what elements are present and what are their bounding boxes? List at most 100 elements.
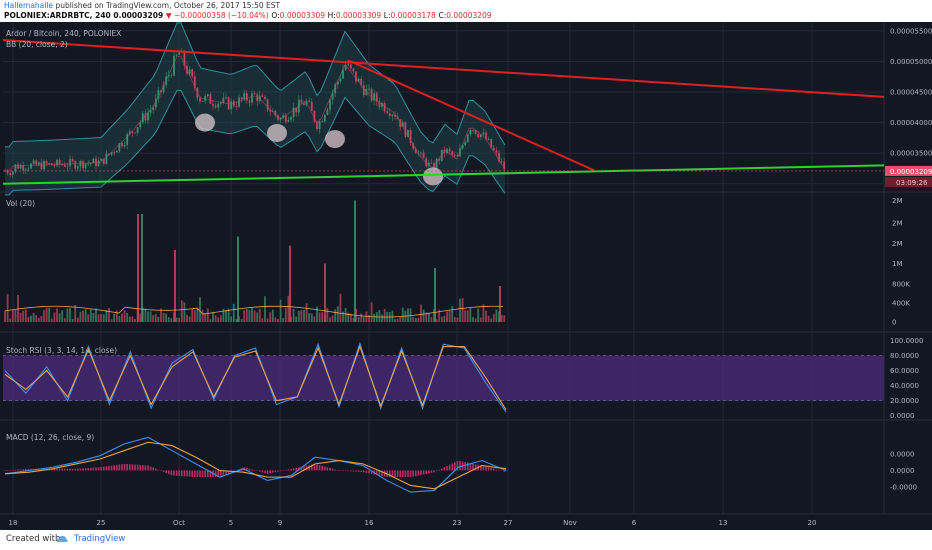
candle-body (43, 161, 45, 170)
x-tick-label: 13 (719, 519, 728, 527)
chart-header: Hallemahalle published on TradingView.co… (0, 0, 932, 22)
volume-bar (48, 307, 51, 322)
volume-tick-label: 1M (892, 260, 903, 268)
macd-histogram-bar (321, 465, 323, 471)
candle-body (394, 114, 396, 117)
candle-body (381, 103, 383, 107)
candle-body (290, 117, 292, 120)
candle-body (344, 65, 347, 70)
candle-body (209, 94, 212, 104)
macd-histogram-bar (194, 470, 196, 478)
candle-body (167, 75, 170, 77)
macd-histogram-bar (64, 468, 66, 471)
candle-body (446, 148, 448, 153)
volume-bar (336, 306, 339, 322)
chart-canvas[interactable]: 18 25 Oct 5 9 16 23 27 Nov 6 13 20 0.00005500 0.00005… (0, 22, 932, 530)
volume-spike-bar (174, 250, 176, 322)
candle-body (118, 143, 121, 151)
volume-bar (95, 308, 97, 322)
candle-body (149, 109, 152, 113)
chart-area[interactable]: 18 25 Oct 5 9 16 23 27 Nov 6 13 20 0.00005500 0.00005… (0, 22, 932, 530)
macd-histogram-bar (290, 468, 292, 471)
volume-bar (420, 304, 422, 322)
tradingview-brand[interactable]: TradingView (74, 534, 126, 544)
support-circle (423, 167, 443, 186)
countdown-tag (885, 176, 932, 187)
macd-histogram-bar (196, 470, 199, 478)
volume-bar (167, 317, 170, 322)
volume-bar (139, 313, 142, 322)
macd-histogram-bar (334, 469, 336, 471)
candle-body (469, 129, 472, 135)
volume-bar (56, 308, 58, 322)
macd-histogram-bar (134, 464, 136, 471)
macd-histogram-bar (100, 467, 102, 471)
low-label: L: (383, 11, 391, 20)
volume-bar (27, 316, 30, 322)
macd-histogram-bar (92, 467, 95, 471)
candle-body (365, 89, 368, 96)
macd-histogram-bar (381, 470, 383, 477)
macd-histogram-bar (27, 468, 30, 471)
stoch-tick-label: 0.0000 (890, 412, 915, 420)
macd-histogram-bar (110, 465, 113, 471)
candle-body (134, 132, 136, 134)
macd-histogram-bar (443, 467, 446, 471)
volume-bar (344, 307, 347, 322)
candle-body (108, 153, 110, 155)
candle-body (232, 101, 235, 107)
candle-body (417, 152, 420, 154)
macd-histogram-bar (246, 468, 248, 471)
macd-histogram-bar (238, 469, 240, 471)
high-label: H: (327, 11, 336, 20)
macd-histogram-bar (129, 464, 131, 471)
volume-bar (503, 315, 506, 322)
volume-bar (316, 306, 318, 322)
volume-bar (157, 317, 160, 322)
candle-body (82, 160, 84, 169)
macd-histogram-bar (66, 468, 69, 471)
macd-histogram-bar (326, 467, 329, 471)
volume-bar (282, 318, 285, 322)
macd-histogram-bar (168, 470, 170, 475)
volume-bar (261, 318, 264, 322)
volume-bar (193, 310, 196, 322)
x-tick-label: 23 (453, 519, 462, 527)
macd-histogram-bar (214, 470, 217, 478)
volume-bar (284, 307, 287, 322)
x-tick-label: 5 (229, 519, 233, 527)
macd-histogram-bar (77, 468, 79, 471)
volume-spike-bar (141, 214, 143, 322)
macd-histogram-bar (417, 470, 420, 476)
author-link[interactable]: Hallemahalle (4, 1, 54, 10)
volume-bar (43, 310, 45, 322)
candle-body (238, 97, 240, 107)
volume-bar (469, 307, 472, 322)
macd-histogram-bar (126, 464, 128, 471)
candle-body (456, 154, 459, 157)
created-with-label: Created with (6, 534, 61, 544)
countdown-text: 03:09:26 (896, 179, 928, 187)
candle-body (144, 113, 147, 121)
macd-histogram-bar (425, 470, 427, 474)
macd-histogram-bar (183, 470, 186, 477)
candle-body (274, 110, 277, 116)
candle-body (427, 162, 430, 167)
publish-info: published on TradingView.com, October 26… (55, 1, 281, 10)
macd-histogram-bar (251, 469, 253, 471)
volume-bar (326, 307, 329, 322)
volume-bar (204, 313, 207, 322)
volume-bar (365, 311, 368, 322)
volume-tick-label: 400K (892, 300, 910, 308)
macd-histogram-bar (6, 470, 9, 471)
candle-body (69, 159, 71, 167)
volume-bar (188, 316, 191, 322)
candle-body (375, 93, 378, 102)
macd-histogram-bar (331, 468, 334, 471)
macd-histogram-bar (74, 468, 76, 471)
macd-histogram-bar (220, 470, 222, 477)
price-tick-label: 0.00004000 (890, 119, 932, 127)
last-price-tag-text: 0.00003209 (890, 168, 932, 176)
candle-body (443, 149, 446, 153)
macd-histogram-bar (152, 467, 154, 471)
